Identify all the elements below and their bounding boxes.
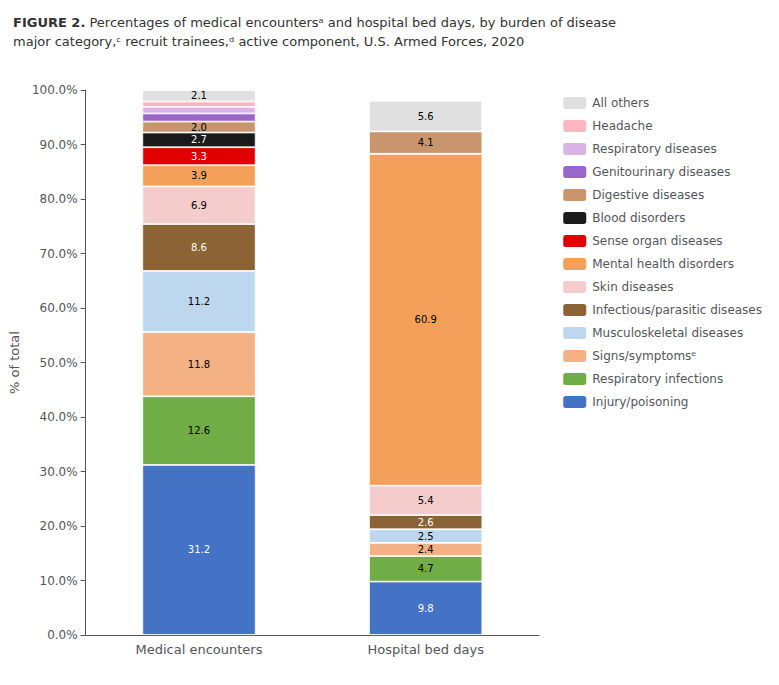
- svg-text:30.0%: 30.0%: [40, 465, 78, 479]
- svg-text:% of total: % of total: [7, 331, 22, 394]
- svg-text:5.4: 5.4: [418, 495, 434, 506]
- svg-text:Hospital bed days: Hospital bed days: [367, 642, 484, 657]
- svg-text:100.0%: 100.0%: [32, 83, 78, 97]
- svg-text:Mental health disorders: Mental health disorders: [592, 257, 734, 271]
- svg-text:60.0%: 60.0%: [40, 301, 78, 315]
- svg-text:8.6: 8.6: [191, 242, 207, 253]
- svg-text:Digestive diseases: Digestive diseases: [592, 188, 704, 202]
- svg-text:Blood disorders: Blood disorders: [592, 211, 685, 225]
- svg-text:31.2: 31.2: [188, 544, 210, 555]
- svg-text:FIGURE 2.: FIGURE 2.: [13, 15, 85, 30]
- svg-text:80.0%: 80.0%: [40, 192, 78, 206]
- svg-text:Skin diseases: Skin diseases: [592, 280, 673, 294]
- svg-text:20.0%: 20.0%: [40, 519, 78, 533]
- svg-text:50.0%: 50.0%: [40, 356, 78, 370]
- svg-text:Signs/symptomsᵉ: Signs/symptomsᵉ: [592, 349, 696, 363]
- svg-text:Genitourinary diseases: Genitourinary diseases: [592, 165, 730, 179]
- svg-text:90.0%: 90.0%: [40, 138, 78, 152]
- svg-text:6.9: 6.9: [191, 200, 207, 211]
- svg-text:3.3: 3.3: [191, 151, 207, 162]
- svg-text:5.6: 5.6: [418, 111, 434, 122]
- svg-text:Injury/poisoning: Injury/poisoning: [592, 395, 688, 409]
- svg-text:Percentages of medical encount: Percentages of medical encountersᵃ and h…: [85, 15, 616, 30]
- svg-text:70.0%: 70.0%: [40, 247, 78, 261]
- svg-text:2.7: 2.7: [191, 134, 207, 145]
- svg-text:40.0%: 40.0%: [40, 410, 78, 424]
- svg-text:2.5: 2.5: [418, 531, 434, 542]
- svg-text:9.8: 9.8: [418, 603, 434, 614]
- svg-text:4.1: 4.1: [418, 137, 434, 148]
- svg-text:2.0: 2.0: [191, 122, 207, 133]
- svg-text:All others: All others: [592, 96, 649, 110]
- svg-text:11.2: 11.2: [188, 296, 210, 307]
- svg-text:2.1: 2.1: [191, 90, 207, 101]
- svg-text:Medical encounters: Medical encounters: [136, 642, 263, 657]
- svg-text:Respiratory diseases: Respiratory diseases: [592, 142, 716, 156]
- svg-text:12.6: 12.6: [188, 425, 210, 436]
- svg-text:4.7: 4.7: [418, 563, 434, 574]
- svg-text:Headache: Headache: [592, 119, 652, 133]
- svg-text:Sense organ diseases: Sense organ diseases: [592, 234, 722, 248]
- svg-text:2.4: 2.4: [418, 544, 434, 555]
- svg-text:60.9: 60.9: [415, 314, 437, 325]
- svg-text:Musculoskeletal diseases: Musculoskeletal diseases: [592, 326, 743, 340]
- svg-text:2.6: 2.6: [418, 517, 434, 528]
- svg-text:Infectious/parasitic diseases: Infectious/parasitic diseases: [592, 303, 762, 317]
- svg-text:0.0%: 0.0%: [47, 628, 78, 642]
- svg-text:3.9: 3.9: [191, 170, 207, 181]
- svg-text:major category,ᶜ recruit train: major category,ᶜ recruit trainees,ᵈ acti…: [13, 34, 524, 49]
- svg-text:11.8: 11.8: [188, 359, 210, 370]
- svg-text:Respiratory infections: Respiratory infections: [592, 372, 723, 386]
- svg-text:10.0%: 10.0%: [40, 574, 78, 588]
